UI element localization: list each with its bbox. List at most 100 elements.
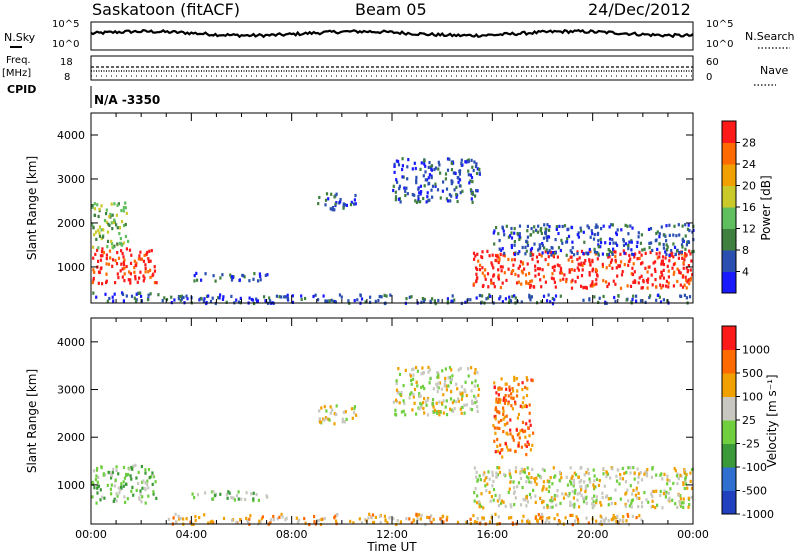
scatter-cell [543,468,546,473]
scatter-cell [526,387,529,391]
scatter-cell [324,198,328,202]
scatter-cell [474,401,477,405]
scatter-cell [125,211,128,215]
scatter-cell [662,276,665,280]
scatter-cell [116,203,119,207]
scatter-cell [127,278,130,282]
scatter-cell [230,496,233,500]
colorbar-swatch [722,349,736,374]
colorbar-swatch [722,420,736,444]
scatter-cell [614,258,617,262]
scatter-cell [684,469,687,473]
scatter-cell [535,476,538,480]
scatter-cell [526,229,529,233]
scatter-cell [508,487,511,491]
scatter-cell [474,194,477,198]
scatter-cell [684,223,687,227]
scatter-cell [379,514,382,518]
scatter-cell [180,297,183,301]
scatter-cell [479,478,482,482]
colorbar-tick-label: -25 [742,438,760,451]
scatter-cell [620,228,623,232]
scatter-cell [553,280,556,284]
scatter-cell [631,498,634,502]
scatter-cell [395,159,398,163]
scatter-cell [109,472,112,476]
scatter-cell [491,470,494,474]
scatter-cell [525,444,528,448]
scatter-cell [212,274,215,278]
scatter-cell [461,394,464,398]
scatter-cell [498,297,501,301]
scatter-cell [172,516,175,520]
scatter-cell [404,193,407,198]
scatter-cell [143,276,146,280]
scatter-cell [528,403,531,407]
scatter-cell [498,494,501,498]
scatter-cell [507,402,510,406]
scatter-cell [530,279,533,283]
scatter-cell [672,242,675,246]
scatter-cell [588,273,591,277]
scatter-cell [493,415,496,419]
scatter-cell [553,517,556,521]
scatter-cell [608,241,612,245]
scatter-cell [257,498,260,502]
scatter-cell [592,500,595,504]
scatter-cell [263,295,266,299]
scatter-cell [492,274,495,278]
scatter-cell [105,257,108,261]
scatter-cell [93,207,97,211]
scatter-cell [100,237,103,241]
scatter-cell [556,255,559,259]
scatter-cell [428,516,431,520]
scatter-cell [94,252,97,256]
scatter-cell [428,198,431,202]
scatter-cell [686,227,690,231]
scatter-cell [497,420,500,424]
scatter-cell [498,470,502,475]
scatter-cell [430,176,433,180]
scatter-cell [354,202,357,206]
scatter-cell [672,233,675,237]
scatter-cell [445,187,449,191]
power-colorbar-label: Power [dB] [759,175,773,240]
scatter-cell [497,268,500,272]
scatter-cell [417,187,420,191]
scatter-cell [510,404,513,408]
scatter-cell [419,405,423,409]
scatter-cell [108,215,111,219]
scatter-cell [551,498,554,502]
scatter-cell [615,266,618,270]
scatter-cell [667,285,670,289]
scatter-cell [450,161,453,166]
scatter-cell [426,398,429,402]
scatter-cell [244,497,247,502]
scatter-cell [149,292,152,296]
scatter-cell [632,294,635,298]
scatter-cell [465,403,468,407]
scatter-cell [529,496,533,500]
scatter-cell [241,273,244,277]
scatter-cell [515,428,518,432]
scatter-cell [510,236,514,240]
time-tick-label: 00:00 [75,528,107,541]
scatter-cell [490,514,493,518]
scatter-cell [353,405,356,409]
scatter-cell [312,294,315,299]
scatter-cell [97,228,100,232]
scatter-cell [142,274,145,278]
colorbar-tick-label: 28 [742,137,756,150]
colorbar-tick-label: -500 [742,485,767,498]
scatter-cell [689,471,692,475]
scatter-cell [233,498,236,502]
scatter-cell [352,521,355,525]
scatter-cell [689,278,692,282]
scatter-cell [442,411,445,415]
scatter-cell [638,514,641,518]
scatter-cell [585,286,588,290]
scatter-cell [495,226,498,230]
scatter-cell [413,161,416,165]
scatter-cell [621,477,624,481]
